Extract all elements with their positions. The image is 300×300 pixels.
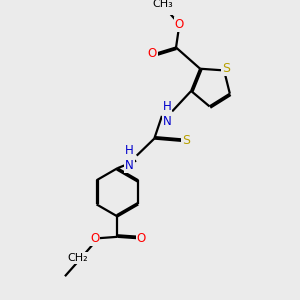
Text: H
N: H N bbox=[125, 144, 134, 172]
Text: O: O bbox=[90, 232, 99, 245]
Text: S: S bbox=[182, 134, 190, 147]
Text: CH₂: CH₂ bbox=[68, 253, 88, 263]
Text: O: O bbox=[148, 47, 157, 60]
Text: S: S bbox=[222, 62, 230, 75]
Text: CH₃: CH₃ bbox=[152, 0, 173, 9]
Text: O: O bbox=[136, 232, 146, 245]
Text: H
N: H N bbox=[163, 100, 171, 128]
Text: O: O bbox=[175, 18, 184, 31]
